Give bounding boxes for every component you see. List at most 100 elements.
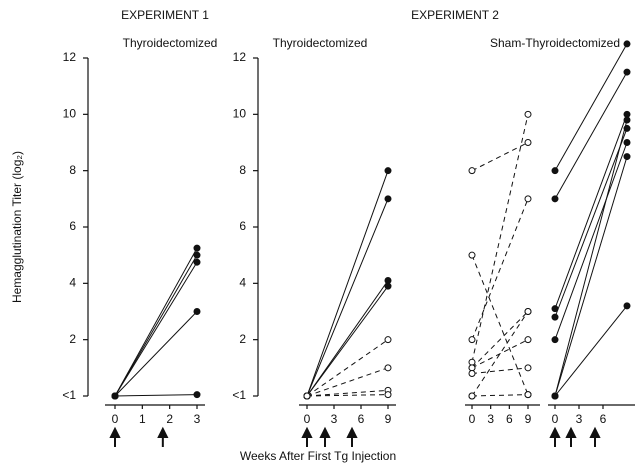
x-tick-label: 3 (576, 412, 583, 426)
data-point (524, 364, 532, 372)
y-tick-label: 8 (239, 163, 246, 177)
series-line (471, 367, 529, 374)
data-point (623, 153, 631, 161)
data-point (468, 336, 476, 344)
series-line (306, 285, 389, 397)
data-point (551, 167, 559, 175)
series-line (114, 261, 198, 397)
y-tick-label: 6 (69, 219, 76, 233)
series-line (471, 394, 529, 397)
data-point (111, 392, 119, 400)
x-tick-label: 0 (112, 412, 119, 426)
data-point (524, 195, 532, 203)
x-tick-label: 3 (487, 412, 494, 426)
data-point (193, 251, 201, 259)
series-line (306, 394, 389, 397)
y-tick-label: 10 (233, 107, 247, 121)
data-point (384, 195, 392, 203)
x-tick-label: 6 (506, 412, 513, 426)
series-line (306, 367, 389, 397)
y-axis-label: Hemagglutination Titer (log₂) (10, 151, 24, 303)
y-tick-label: 4 (239, 276, 246, 290)
x-tick-label: 3 (194, 412, 201, 426)
series-line (554, 128, 628, 318)
series-line (554, 71, 628, 200)
y-tick-label: 8 (69, 163, 76, 177)
data-point (384, 391, 392, 399)
y-tick-label: 12 (233, 50, 247, 64)
data-point (524, 391, 532, 399)
data-point (623, 302, 631, 310)
series-line (306, 280, 389, 397)
series-line (554, 114, 628, 309)
x-tick-label: 6 (600, 412, 607, 426)
data-point (384, 277, 392, 285)
series-line (306, 170, 389, 397)
series-line (471, 114, 529, 363)
data-point (524, 336, 532, 344)
x-tick-label: 0 (304, 412, 311, 426)
data-point (524, 139, 532, 146)
data-point (468, 392, 476, 400)
x-tick-label: 6 (358, 412, 365, 426)
y-tick-label: 4 (69, 276, 76, 290)
data-point (623, 110, 631, 118)
series-line (554, 119, 628, 397)
injection-arrow (565, 426, 577, 447)
series-line (554, 305, 628, 397)
data-point (551, 392, 559, 400)
x-tick-label: 0 (469, 412, 476, 426)
data-point (384, 282, 392, 290)
x-tick-label: 1 (139, 412, 146, 426)
data-point (384, 336, 392, 344)
data-point (524, 308, 532, 315)
series-line (114, 254, 198, 397)
series-line (554, 142, 628, 340)
data-point (551, 336, 559, 344)
injection-arrow (346, 426, 358, 447)
data-point (468, 358, 476, 366)
series-line (306, 389, 389, 397)
y-tick-label: 2 (239, 332, 246, 346)
y-tick-label: 10 (63, 107, 77, 121)
series-line (554, 43, 628, 171)
y-tick-label: 2 (69, 332, 76, 346)
data-point (623, 68, 631, 76)
panel-subtitle: Thyroidectomized (123, 36, 218, 50)
series-line (554, 156, 628, 397)
series-line (114, 247, 198, 397)
x-tick-label: 0 (552, 412, 559, 426)
data-point (384, 167, 392, 175)
y-tick-label: <1 (232, 388, 246, 402)
data-point (193, 258, 201, 266)
injection-arrow (109, 426, 121, 447)
y-tick-label: 6 (239, 219, 246, 233)
injection-arrow (301, 426, 313, 447)
data-point (524, 110, 532, 118)
series-line (471, 254, 529, 395)
data-point (193, 308, 201, 315)
injection-arrow (549, 426, 561, 447)
y-tick-label: <1 (62, 388, 76, 402)
series-line (471, 311, 529, 397)
injection-arrow (157, 426, 169, 447)
x-axis-label: Weeks After First Tg Injection (240, 449, 396, 463)
data-point (193, 391, 201, 399)
data-point (468, 364, 476, 372)
x-tick-label: 2 (166, 412, 173, 426)
y-tick-label: 12 (63, 50, 77, 64)
series-line (471, 198, 529, 340)
panel-subtitle: Thyroidectomized (273, 36, 368, 50)
data-point (623, 116, 631, 124)
injection-arrow (589, 426, 601, 447)
data-point (551, 195, 559, 203)
data-point (193, 244, 201, 252)
data-point (623, 40, 631, 48)
series-line (471, 142, 529, 172)
panel-title: EXPERIMENT 2 (411, 8, 499, 22)
data-point (468, 251, 476, 259)
series-line (471, 339, 529, 369)
data-point (384, 364, 392, 372)
x-tick-label: 9 (525, 412, 532, 426)
